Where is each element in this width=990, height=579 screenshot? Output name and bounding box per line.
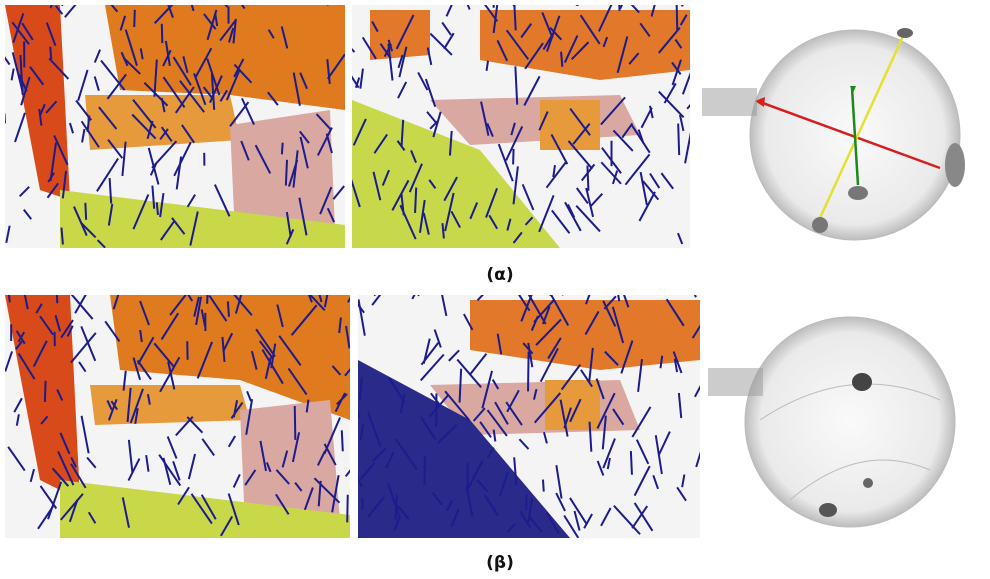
normal-vector <box>561 52 562 67</box>
normal-vector <box>396 494 397 520</box>
normal-vector <box>528 351 529 391</box>
normal-vector <box>678 124 679 156</box>
normal-vector <box>286 160 287 186</box>
normal-vector <box>85 203 86 220</box>
normal-vector <box>282 143 283 155</box>
normal-vector <box>295 406 296 440</box>
normal-vector <box>619 0 620 11</box>
normal-vector <box>322 0 328 5</box>
normal-vector <box>347 495 348 523</box>
normal-vector <box>162 24 163 43</box>
normal-vector <box>4 113 5 123</box>
point-cloud-panel <box>341 265 703 538</box>
normal-vector <box>442 223 443 238</box>
normal-vector <box>397 273 420 296</box>
normal-vector <box>134 10 135 27</box>
normal-vector <box>157 202 158 215</box>
point-cloud-panel <box>5 269 365 538</box>
point-cloud-panel <box>345 0 706 248</box>
normal-vector <box>228 301 229 316</box>
normal-vector <box>367 284 375 296</box>
normal-vector <box>684 268 696 297</box>
normal-vector <box>543 480 544 492</box>
normal-vector <box>676 0 677 30</box>
normal-vector <box>565 0 578 6</box>
caption: (β) <box>486 553 514 573</box>
gaussian-sphere <box>702 28 965 240</box>
normal-vector <box>576 0 577 6</box>
normal-vector <box>45 381 46 402</box>
normal-vector <box>50 47 51 60</box>
normal-vector <box>631 451 632 475</box>
normal-vector <box>62 0 83 6</box>
normal-vector <box>342 430 343 451</box>
normal-vector <box>56 280 57 304</box>
normal-vector <box>415 188 416 213</box>
normal-vector <box>550 282 562 296</box>
normal-vector <box>207 269 208 303</box>
caption: (α) <box>486 265 513 285</box>
normal-vector <box>325 276 327 295</box>
point-cloud-panel <box>0 0 345 248</box>
normal-vector <box>412 265 430 299</box>
figure: (α) (β) <box>0 0 990 579</box>
normal-vector <box>547 266 563 295</box>
gaussian-sphere <box>708 317 955 527</box>
normal-vector <box>587 166 588 191</box>
